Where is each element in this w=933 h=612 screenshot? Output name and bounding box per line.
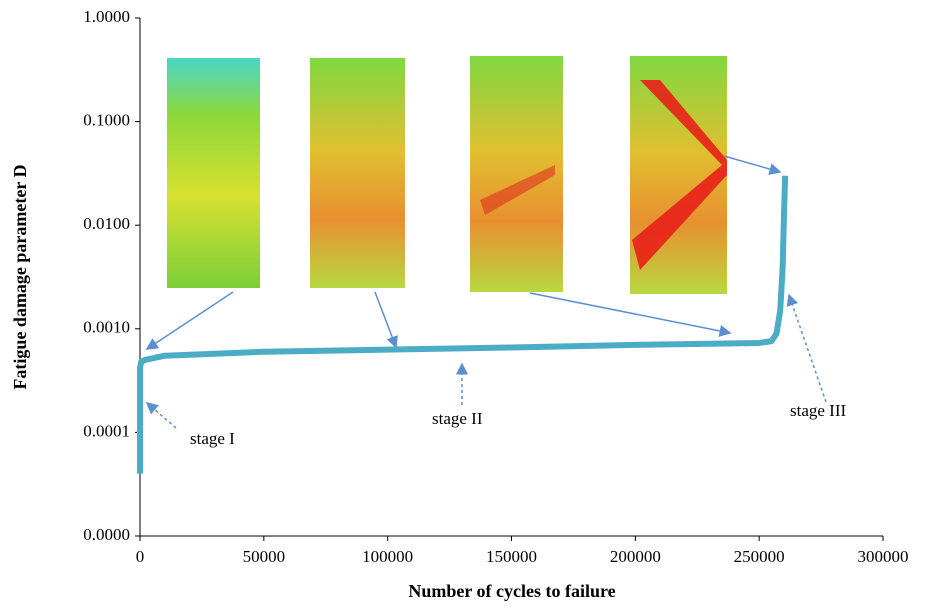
annotation: stage I	[190, 429, 235, 448]
annotation: stage II	[432, 409, 483, 428]
x-tick-label: 50000	[243, 547, 286, 566]
y-tick-label: 0.0000	[83, 525, 130, 544]
y-tick-label: 1.0000	[83, 7, 130, 26]
x-tick-label: 100000	[362, 547, 413, 566]
x-tick-label: 200000	[610, 547, 661, 566]
y-tick-label: 0.0100	[83, 214, 130, 233]
x-axis-title: Number of cycles to failure	[408, 581, 615, 601]
y-axis-title: Fatigue damage parameter D	[10, 164, 30, 389]
y-tick-label: 0.0010	[83, 318, 130, 337]
x-tick-label: 250000	[734, 547, 785, 566]
x-tick-label: 300000	[858, 547, 909, 566]
annotation: stage III	[790, 401, 847, 420]
data-line	[137, 175, 789, 474]
x-tick-label: 0	[136, 547, 145, 566]
y-tick-label: 0.1000	[83, 111, 130, 130]
dic-images	[167, 56, 727, 294]
image-arrows	[145, 155, 827, 429]
x-tick-label: 150000	[486, 547, 537, 566]
y-tick-label: 0.0001	[83, 421, 130, 440]
